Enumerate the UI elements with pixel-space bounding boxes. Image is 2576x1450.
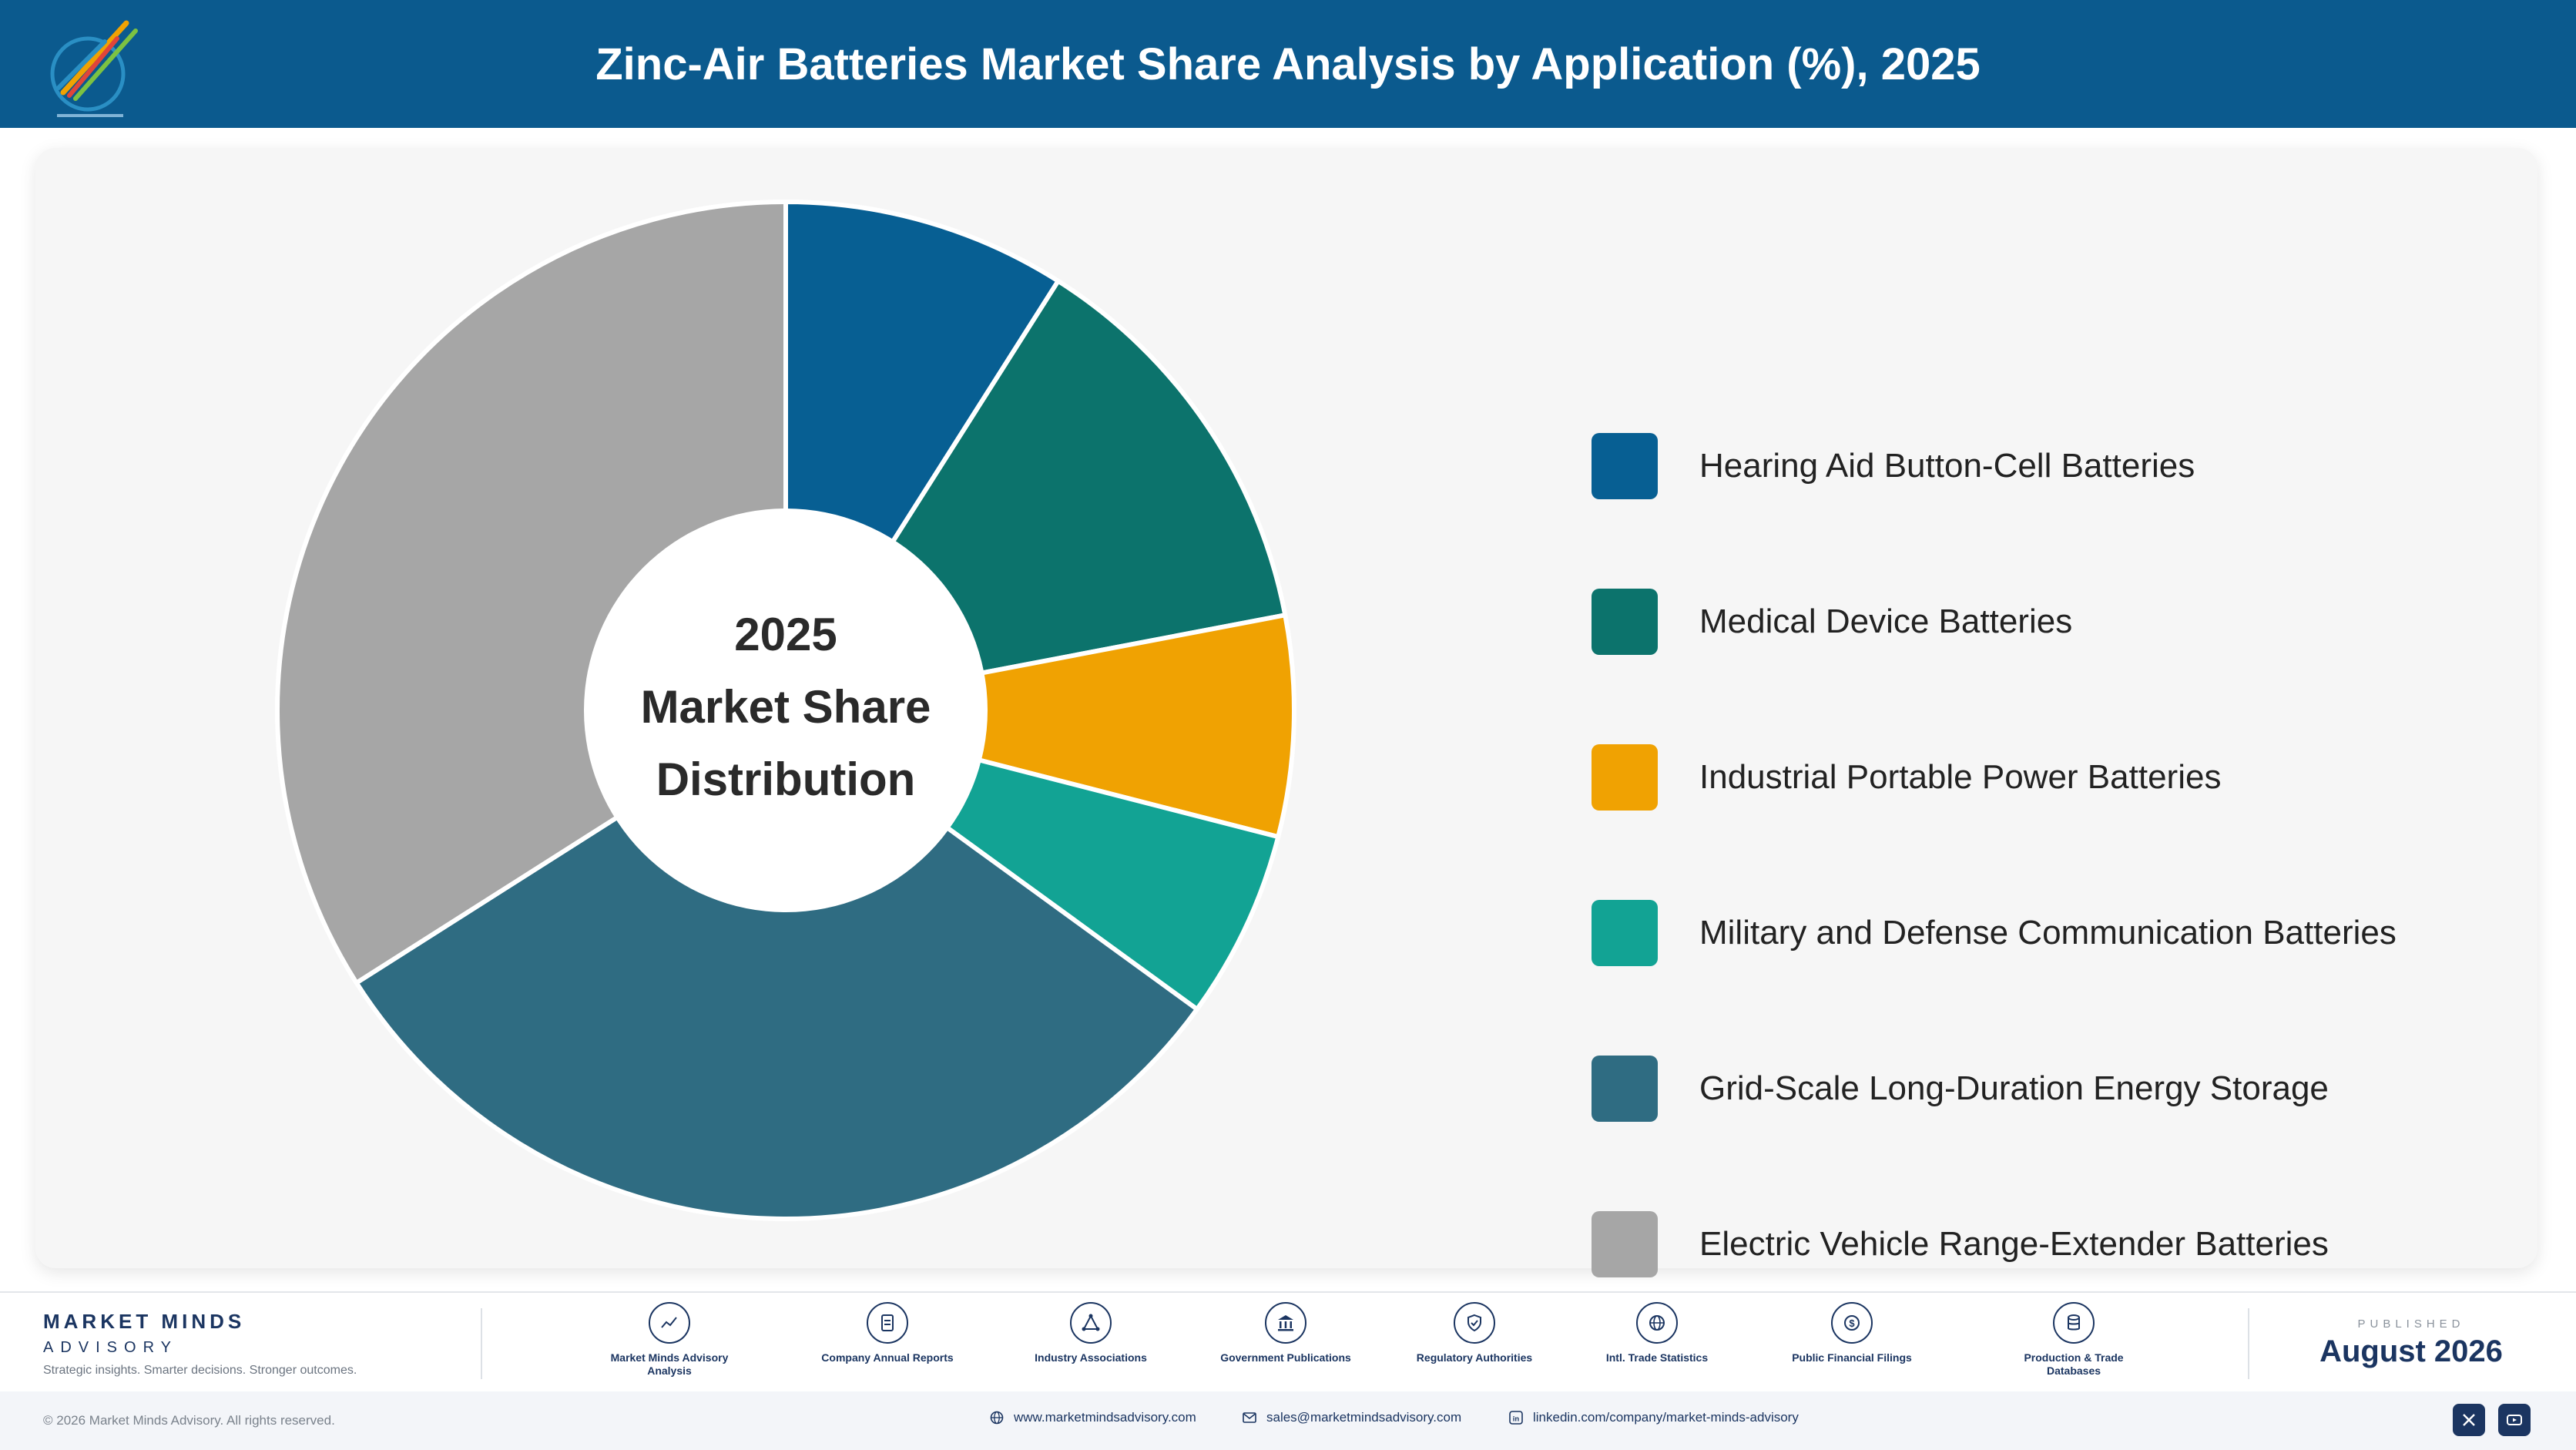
source-label: Company Annual Reports <box>821 1351 954 1364</box>
chart-legend: Hearing Aid Button-Cell Batteries Medica… <box>1592 433 2397 1367</box>
youtube-social-button[interactable] <box>2498 1404 2531 1436</box>
legend-swatch-military-defense <box>1592 900 1658 966</box>
source-item: Market Minds Advisory Analysis <box>596 1302 743 1378</box>
donut-hole <box>584 509 988 912</box>
legend-swatch-ev-range-extender <box>1592 1211 1658 1277</box>
legend-item: Military and Defense Communication Batte… <box>1592 900 2397 966</box>
legend-item: Electric Vehicle Range-Extender Batterie… <box>1592 1211 2397 1277</box>
svg-text:in: in <box>1513 1415 1520 1424</box>
linkedin-icon: in <box>1509 1411 1523 1425</box>
pie-slice-industrial-portable-power-batteries <box>783 613 1296 840</box>
source-item: Intl. Trade Statistics <box>1584 1302 1730 1364</box>
website-link[interactable]: www.marketmindsadvisory.com <box>989 1410 1196 1425</box>
svg-text:$: $ <box>1849 1317 1855 1329</box>
header-bar: Zinc-Air Batteries Market Share Analysis… <box>0 0 2576 128</box>
source-item: Production & Trade Databases <box>2001 1302 2147 1378</box>
globe-icon <box>990 1411 1004 1425</box>
source-label: Regulatory Authorities <box>1416 1351 1533 1364</box>
legend-label: Grid-Scale Long-Duration Energy Storage <box>1699 1069 2329 1107</box>
source-label: Government Publications <box>1220 1351 1351 1364</box>
legend-item: Industrial Portable Power Batteries <box>1592 744 2397 811</box>
source-item: $ Public Financial Filings <box>1779 1302 1925 1364</box>
chart-card: 2025 Market Share Distribution Hearing Aid… <box>35 148 2537 1277</box>
legend-item: Grid-Scale Long-Duration Energy Storage <box>1592 1056 2397 1122</box>
legend-swatch-industrial-portable <box>1592 744 1658 811</box>
network-icon <box>1070 1302 1112 1344</box>
legend-item: Hearing Aid Button-Cell Batteries <box>1592 433 2397 499</box>
source-label: Intl. Trade Statistics <box>1605 1351 1709 1364</box>
x-social-button[interactable] <box>2453 1404 2485 1436</box>
legend-item: Medical Device Batteries <box>1592 589 2397 655</box>
donut-chart: 2025 Market Share Distribution <box>275 200 1296 1221</box>
legend-label: Electric Vehicle Range-Extender Batterie… <box>1699 1225 2329 1263</box>
legend-label: Hearing Aid Button-Cell Batteries <box>1699 447 2195 485</box>
brand-tagline: Strategic insights. Smarter decisions. S… <box>43 1364 357 1377</box>
footer-contact-bar: © 2026 Market Minds Advisory. All rights… <box>0 1391 2576 1450</box>
dollar-coin-icon: $ <box>1831 1302 1873 1344</box>
footer-divider <box>481 1308 482 1379</box>
source-label: Industry Associations <box>1035 1351 1147 1364</box>
market-minds-logo-icon <box>50 20 138 117</box>
center-label-line: 2025 <box>734 609 837 660</box>
government-building-icon <box>1265 1302 1306 1344</box>
chart-title: Zinc-Air Batteries Market Share Analysis… <box>595 39 1981 89</box>
source-item: Company Annual Reports <box>814 1302 961 1364</box>
database-icon <box>2053 1302 2095 1344</box>
globe-icon <box>1636 1302 1678 1344</box>
linkedin-text: linkedin.com/company/market-minds-adviso… <box>1533 1410 1799 1425</box>
legend-swatch-hearing-aid <box>1592 433 1658 499</box>
footer-sources-bar: MARKET MINDS ADVISORY Strategic insights… <box>0 1291 2576 1391</box>
center-label-line: Distribution <box>656 754 916 805</box>
center-label-line: Market Share <box>641 681 931 733</box>
source-item: Government Publications <box>1213 1302 1359 1364</box>
source-label: Production & Trade Databases <box>2024 1351 2124 1377</box>
brand-name: MARKET MINDS <box>43 1310 246 1333</box>
mail-icon <box>1243 1412 1256 1423</box>
published-date: August 2026 <box>2319 1334 2503 1368</box>
trend-line-icon <box>649 1302 690 1344</box>
pie-slice-grid-scale-long-duration-energy-storage <box>354 708 1199 1221</box>
x-logo-icon <box>2463 1414 2475 1426</box>
website-text: www.marketmindsadvisory.com <box>1014 1410 1196 1425</box>
source-item: Industry Associations <box>1018 1302 1164 1364</box>
copyright-text: © 2026 Market Minds Advisory. All rights… <box>43 1413 335 1428</box>
legend-label: Industrial Portable Power Batteries <box>1699 758 2222 796</box>
linkedin-link[interactable]: in linkedin.com/company/market-minds-adv… <box>1508 1410 1799 1425</box>
legend-label: Military and Defense Communication Batte… <box>1699 914 2397 952</box>
legend-label: Medical Device Batteries <box>1699 602 2073 640</box>
document-icon <box>867 1302 908 1344</box>
source-label: Market Minds Advisory Analysis <box>610 1351 729 1377</box>
source-item: Regulatory Authorities <box>1401 1302 1548 1364</box>
source-label: Public Financial Filings <box>1792 1351 1912 1364</box>
legend-swatch-medical-device <box>1592 589 1658 655</box>
youtube-icon <box>2507 1415 2522 1425</box>
published-label: PUBLISHED <box>2357 1317 2465 1331</box>
legend-swatch-grid-scale <box>1592 1056 1658 1122</box>
footer-divider <box>2248 1308 2249 1379</box>
email-link[interactable]: sales@marketmindsadvisory.com <box>1242 1410 1461 1425</box>
brand-subtitle: ADVISORY <box>43 1339 178 1356</box>
shield-check-icon <box>1454 1302 1495 1344</box>
email-text: sales@marketmindsadvisory.com <box>1266 1410 1462 1425</box>
